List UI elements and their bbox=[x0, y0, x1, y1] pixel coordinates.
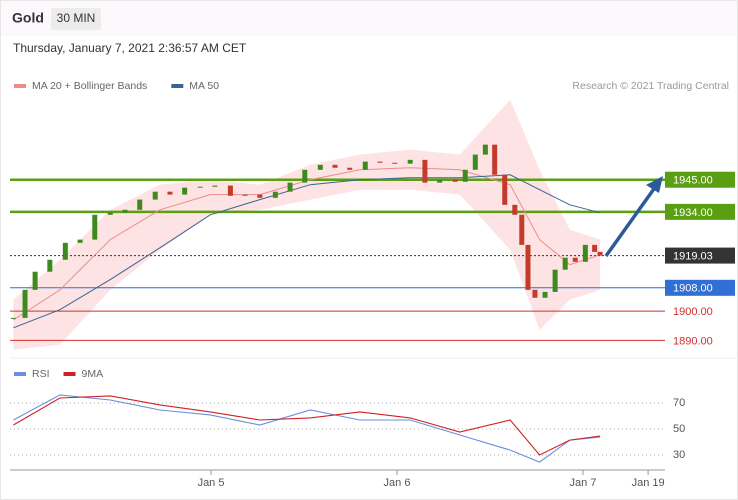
candle bbox=[47, 259, 53, 272]
candle bbox=[10, 317, 16, 319]
candle bbox=[542, 291, 548, 298]
legend-label: RSI bbox=[32, 368, 50, 380]
candle bbox=[32, 271, 38, 290]
candle bbox=[512, 204, 518, 215]
candle bbox=[302, 169, 308, 183]
candle bbox=[582, 244, 588, 262]
candle bbox=[212, 185, 218, 187]
datetime: Thursday, January 7, 2021 2:36:57 AM CET bbox=[13, 41, 247, 55]
indicator-line bbox=[13, 174, 601, 329]
candle bbox=[362, 161, 368, 170]
forecast-arrowhead bbox=[646, 176, 663, 193]
candle bbox=[597, 251, 603, 256]
x-tick-label: Jan 19 bbox=[632, 477, 665, 489]
candle bbox=[525, 244, 531, 290]
candle bbox=[502, 174, 508, 205]
candle bbox=[242, 194, 248, 196]
y-tick-label: 50 bbox=[673, 423, 685, 435]
interval-label[interactable]: 30 MIN bbox=[57, 11, 96, 25]
level-label-box bbox=[665, 171, 735, 188]
series-line bbox=[13, 395, 601, 456]
level-label: 1945.00 bbox=[673, 175, 713, 187]
level-label: 1934.00 bbox=[673, 207, 713, 219]
candle bbox=[437, 179, 443, 183]
candle bbox=[332, 164, 338, 168]
candle bbox=[92, 214, 98, 240]
level-label: 1900.00 bbox=[673, 306, 713, 318]
candle bbox=[407, 159, 413, 164]
candle bbox=[107, 212, 113, 215]
header-bar bbox=[1, 1, 737, 36]
candle bbox=[422, 159, 428, 183]
level-label-box bbox=[665, 279, 735, 296]
candle bbox=[482, 144, 488, 155]
legend-label: MA 50 bbox=[189, 80, 219, 92]
legend-label: MA 20 + Bollinger Bands bbox=[32, 80, 147, 92]
candle bbox=[452, 179, 458, 182]
candle bbox=[377, 161, 383, 163]
candle bbox=[562, 257, 568, 270]
x-tick-label: Jan 7 bbox=[570, 477, 597, 489]
x-tick-label: Jan 6 bbox=[384, 477, 411, 489]
y-tick-label: 30 bbox=[673, 449, 685, 461]
candle bbox=[22, 289, 28, 318]
candle bbox=[552, 269, 558, 292]
level-label: 1919.03 bbox=[673, 250, 713, 262]
candle bbox=[137, 199, 143, 210]
instrument-title: Gold bbox=[12, 10, 44, 26]
forecast-arrow bbox=[604, 184, 658, 258]
indicator-line bbox=[13, 167, 601, 321]
candle bbox=[347, 167, 353, 170]
candle bbox=[122, 209, 128, 213]
candle bbox=[472, 154, 478, 170]
candle bbox=[392, 162, 398, 164]
candle bbox=[227, 185, 233, 196]
candle bbox=[167, 191, 173, 195]
legend-swatch bbox=[14, 372, 26, 376]
candle bbox=[492, 144, 498, 175]
legend-label: 9MA bbox=[82, 368, 104, 380]
legend-swatch bbox=[14, 84, 26, 88]
bollinger-band bbox=[13, 99, 601, 350]
candle bbox=[197, 186, 203, 188]
x-tick-label: Jan 5 bbox=[198, 477, 225, 489]
candle bbox=[572, 257, 578, 262]
level-label: 1890.00 bbox=[673, 335, 713, 347]
plot: MA 20 + Bollinger Bands MA 50 1945.00 1934.… bbox=[10, 80, 735, 489]
candle bbox=[519, 214, 525, 245]
candle bbox=[182, 187, 188, 195]
candle bbox=[257, 194, 263, 198]
level-label-box bbox=[665, 247, 735, 264]
candle bbox=[62, 242, 68, 260]
candle bbox=[77, 239, 83, 243]
candle bbox=[152, 191, 158, 200]
legend-swatch bbox=[63, 372, 76, 376]
level-label: 1908.00 bbox=[673, 283, 713, 295]
candle bbox=[317, 164, 323, 170]
candle bbox=[272, 191, 278, 198]
y-tick-label: 70 bbox=[673, 397, 685, 409]
candle bbox=[287, 182, 293, 192]
legend-swatch bbox=[171, 84, 184, 88]
candle bbox=[532, 289, 538, 298]
interval-button[interactable] bbox=[51, 8, 101, 30]
candle bbox=[462, 169, 468, 182]
candle bbox=[592, 244, 598, 252]
level-label-box bbox=[665, 203, 735, 220]
credit: Research © 2021 Trading Central bbox=[572, 80, 729, 92]
